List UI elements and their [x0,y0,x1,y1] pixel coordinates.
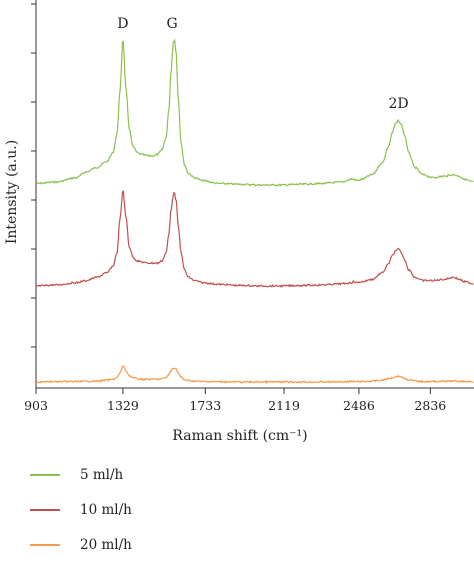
x-axis-title: Raman shift (cm⁻¹) [172,428,307,444]
legend: 5 ml/h 10 ml/h 20 ml/h [30,464,132,569]
raman-chart: 903 1329 1733 2119 2486 2836 D G 2D Intensity (… [4,0,474,444]
legend-item: 5 ml/h [30,464,132,486]
plot-area: 903 1329 1733 2119 2486 2836 D G 2D [24,0,474,413]
x-tick-label: 1329 [107,398,139,413]
x-tick-label: 1733 [189,398,221,413]
legend-item: 10 ml/h [30,499,132,521]
legend-item: 20 ml/h [30,534,132,556]
legend-swatch-20-ml-h [30,544,60,546]
legend-swatch-10-ml-h [30,509,60,511]
legend-label: 20 ml/h [80,537,132,553]
peak-label-2d: 2D [388,96,408,112]
series-line-10-ml-h [35,189,474,288]
y-axis-ticks [31,3,36,348]
peak-label-d: D [117,16,128,32]
x-tick-label: 2486 [343,398,375,413]
x-tick-label: 2836 [414,398,446,413]
series-lines [35,38,474,385]
x-tick-label: 2119 [268,398,300,413]
series-line-20-ml-h [35,365,474,385]
legend-label: 5 ml/h [80,467,124,483]
peak-labels: D G 2D [117,16,408,112]
series-line-5-ml-h [35,38,474,187]
peak-label-g: G [167,16,178,32]
x-axis-ticks: 903 1329 1733 2119 2486 2836 [24,388,446,413]
y-axis-title: Intensity (a.u.) [4,140,20,244]
legend-swatch-5-ml-h [30,474,60,476]
legend-label: 10 ml/h [80,502,132,518]
x-tick-label: 903 [24,398,48,413]
